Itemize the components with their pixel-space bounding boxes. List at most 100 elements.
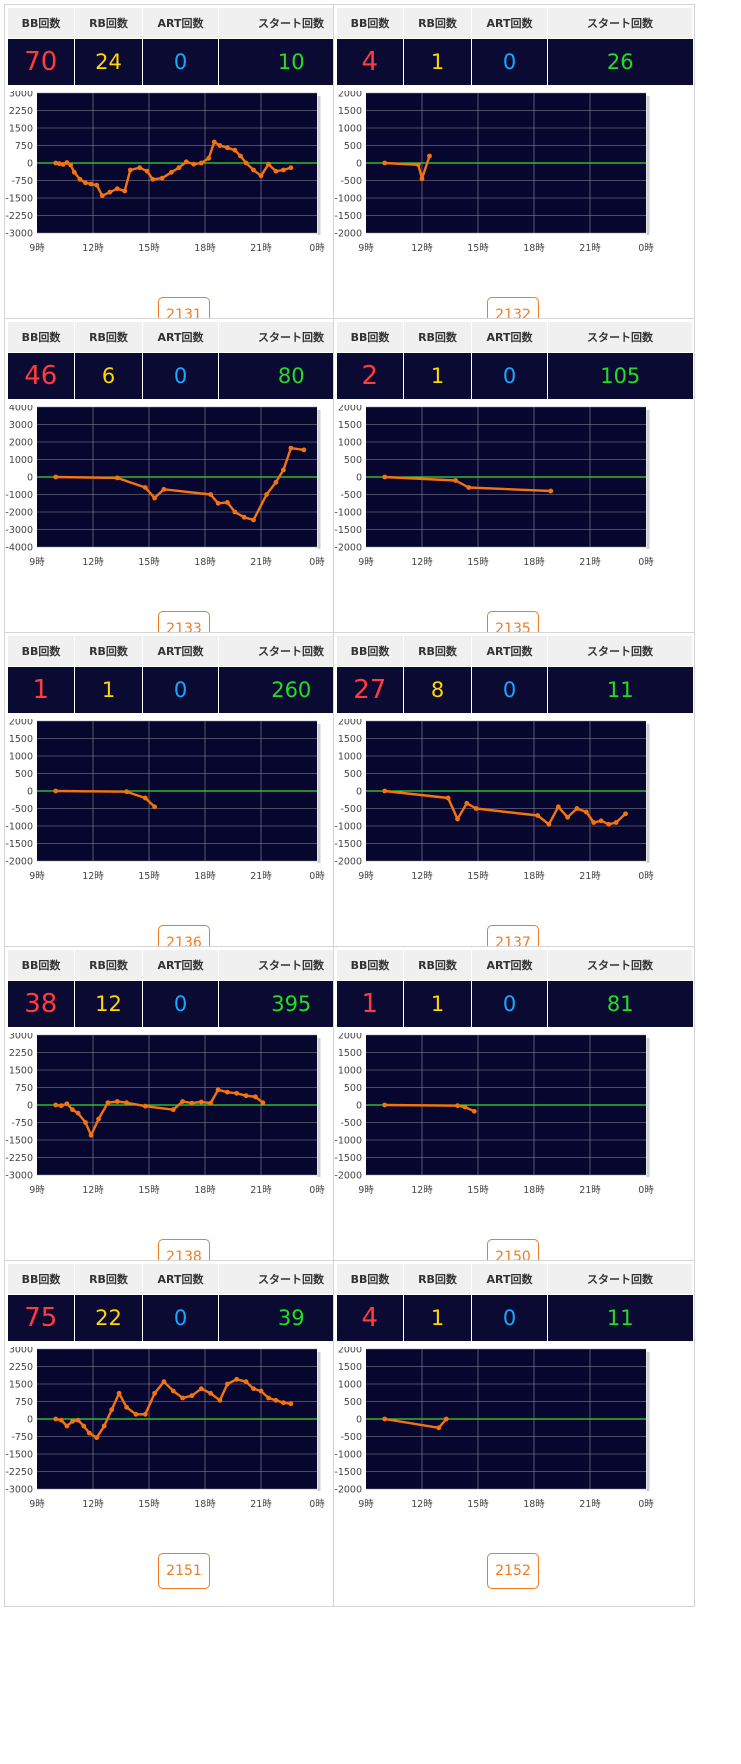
x-tick-label: 18時 [194,243,216,254]
x-tick-label: 21時 [250,1185,272,1196]
data-point [99,193,105,199]
data-point [266,161,271,167]
data-point [170,1388,176,1394]
data-point [273,168,279,174]
art-count: 0 [471,1294,548,1341]
data-point [382,1102,388,1108]
data-point [288,1401,294,1407]
y-tick-label: -2250 [5,211,33,222]
y-tick-label: 500 [344,455,362,466]
x-tick-label: 9時 [29,243,45,254]
data-point [96,1116,101,1122]
data-point [150,176,156,182]
data-point [208,492,214,497]
data-point [243,1379,249,1385]
x-tick-label: 18時 [523,871,545,882]
y-tick-label: 500 [344,141,362,152]
data-point [133,1411,139,1417]
data-point [606,821,612,827]
data-point [189,1100,195,1106]
x-tick-label: 15時 [138,1185,160,1196]
data-point [253,1094,258,1100]
x-tick-label: 12時 [411,1499,433,1510]
y-tick-label: -1500 [334,211,362,222]
machine-card-2133: BB回数 RB回数 ART回数 スタート回数 46 6 0 80 4000 3000 2000 100… [4,318,366,665]
data-point [53,1416,59,1422]
machine-number-button[interactable]: 2152 [487,1553,539,1589]
data-point [548,488,554,494]
rb-header: RB回数 [403,321,472,353]
data-point [260,1100,266,1106]
data-point [152,804,158,810]
data-point [591,820,597,825]
x-tick-label: 0時 [309,1185,325,1196]
data-point [114,1099,120,1104]
y-tick-label: 1000 [9,455,33,466]
y-tick-label: -500 [340,1432,362,1443]
stats-table: BB回数 RB回数 ART回数 スタート回数 46 6 0 80 [7,321,364,399]
rb-count: 8 [403,666,472,713]
data-point [464,800,470,806]
art-header: ART回数 [142,949,219,981]
start-header: スタート回数 [547,7,693,39]
data-point [382,1416,388,1422]
x-tick-label: 0時 [309,871,325,882]
y-tick-label: -500 [340,176,362,187]
data-point [124,1404,129,1410]
x-tick-label: 12時 [411,243,433,254]
data-point [169,169,174,175]
y-tick-label: -2000 [5,857,33,868]
x-tick-label: 0時 [638,1185,654,1196]
machine-card-2138: BB回数 RB回数 ART回数 スタート回数 38 12 0 395 3000 2250 1500 7… [4,946,366,1293]
data-point [75,1417,81,1423]
rb-header: RB回数 [403,949,472,981]
y-tick-label: 1500 [9,1380,33,1391]
data-point [142,485,148,490]
x-tick-label: 18時 [523,1185,545,1196]
machine-number-button[interactable]: 2151 [158,1553,210,1589]
start-header: スタート回数 [547,949,693,981]
machine-card-2151: BB回数 RB回数 ART回数 スタート回数 75 22 0 39 3000 2250 1500 75… [4,1260,366,1607]
y-tick-label: 2000 [338,1033,362,1042]
data-point [382,788,388,794]
data-point [225,500,230,505]
y-tick-label: -3000 [5,525,33,536]
y-tick-label: -750 [11,1118,33,1129]
x-tick-label: 0時 [309,1499,325,1510]
y-tick-label: 2000 [338,1347,362,1356]
y-tick-label: 2000 [9,438,33,449]
data-point [232,147,238,153]
x-tick-label: 21時 [250,871,272,882]
y-tick-label: 1500 [9,124,33,135]
x-tick-label: 0時 [638,557,654,568]
y-tick-label: 750 [15,1083,33,1094]
data-point [161,486,167,492]
stats-table: BB回数 RB回数 ART回数 スタート回数 75 22 0 39 [7,1263,364,1341]
data-point [161,1379,167,1385]
bb-count: 4 [336,38,404,85]
data-point [217,143,223,148]
y-tick-label: -1000 [334,822,362,833]
y-tick-label: -1500 [5,194,33,205]
data-point [114,475,120,481]
data-point [565,814,570,820]
rb-count: 1 [403,1294,472,1341]
x-tick-label: 15時 [467,1499,489,1510]
payout-chart: 3000 2250 1500 750 0 -750 -1500 -2250 -3000 9時 12時… [5,91,325,254]
machine-card-2131: BB回数 RB回数 ART回数 スタート回数 70 24 0 10 3000 2250 1500 75… [4,4,366,351]
stats-table: BB回数 RB回数 ART回数 スタート回数 2 1 0 105 [336,321,693,399]
data-point [471,1108,477,1114]
data-point [142,795,148,801]
data-point [101,1423,107,1429]
y-tick-label: 0 [27,159,33,170]
x-tick-label: 21時 [579,243,601,254]
bb-count: 2 [336,352,404,399]
art-count: 0 [142,980,219,1027]
data-point [124,789,129,795]
art-header: ART回数 [471,321,548,353]
rb-header: RB回数 [74,949,143,981]
x-tick-label: 0時 [309,243,325,254]
data-point [215,1087,221,1093]
data-point [75,1110,81,1116]
data-point [535,813,541,818]
